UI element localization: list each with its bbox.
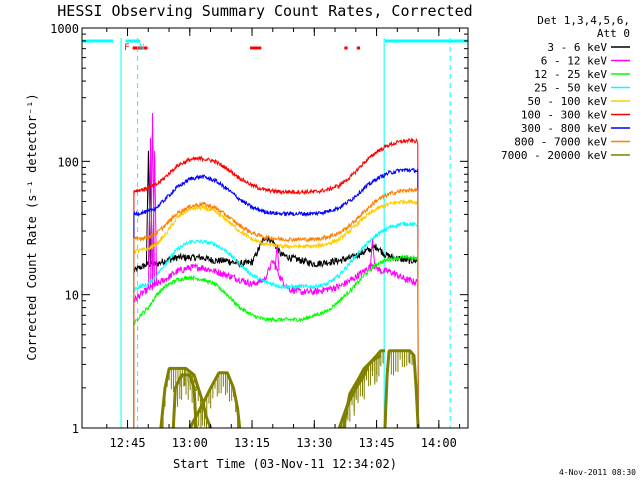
x-tick-label-1: 13:00 xyxy=(172,436,208,450)
y-tick-label-1: 10 xyxy=(65,289,79,303)
legend-label-6: 300 - 800 keV xyxy=(521,122,607,135)
plot-border xyxy=(81,27,469,429)
flag-bar-1-0 xyxy=(132,46,148,50)
series-line-7 xyxy=(133,186,419,429)
flag-bar-1-2 xyxy=(344,46,348,50)
series-lines xyxy=(133,113,420,429)
x-axis-label: Start Time (03-Nov-11 12:34:02) xyxy=(173,457,397,471)
legend-label-5: 100 - 300 keV xyxy=(521,109,607,122)
series-line-6 xyxy=(133,167,419,429)
legend-label-4: 50 - 100 keV xyxy=(528,95,608,108)
flag-bar-0-2 xyxy=(384,39,468,43)
y-tick-label-0: 1 xyxy=(72,422,79,436)
legend-label-2: 12 - 25 keV xyxy=(534,68,607,81)
y-tick-label-3: 1000 xyxy=(50,22,79,36)
x-axis-ticks: 12:45 13:00 13:15 13:30 13:45 14:00 xyxy=(106,28,461,450)
plot-background xyxy=(82,28,468,428)
legend-label-7: 800 - 7000 keV xyxy=(514,136,607,149)
flag-bar-0-0 xyxy=(82,39,114,43)
plot-frame xyxy=(81,27,469,429)
legend-label-0: 3 - 6 keV xyxy=(547,41,607,54)
series-line-2 xyxy=(133,253,419,429)
series-line-3 xyxy=(133,221,419,429)
vertical-marker-lines xyxy=(120,38,451,428)
legend-label-1: 6 - 12 keV xyxy=(541,55,608,68)
x-tick-label-4: 13:45 xyxy=(359,436,395,450)
series-spike-1-2 xyxy=(152,150,158,286)
series-line-4 xyxy=(133,199,419,429)
series-segment-8-4 xyxy=(342,354,382,429)
flag-bar-1-3 xyxy=(356,46,361,50)
annotation-1: N xyxy=(139,43,144,53)
y-tick-label-2: 100 xyxy=(57,155,79,169)
annotation-0: F xyxy=(124,43,129,53)
y-axis-ticks: 1 10 100 1000 xyxy=(50,22,468,436)
x-tick-label-2: 13:15 xyxy=(234,436,270,450)
timestamp: 4-Nov-2011 08:30 xyxy=(559,468,636,477)
y-axis-label: Corrected Count Rate (s⁻¹ detector⁻¹) xyxy=(25,93,39,360)
legend-label-3: 25 - 50 keV xyxy=(534,82,607,95)
series-segment-8-0 xyxy=(159,366,213,429)
series-line-5 xyxy=(133,137,419,429)
flag-bars xyxy=(82,39,468,50)
legend-label-8: 7000 - 20000 keV xyxy=(501,149,607,162)
legend-header-line-2: Att 0 xyxy=(597,27,630,40)
legend-header-line-1: Det 1,3,4,5,6, xyxy=(537,14,630,27)
plot-area xyxy=(82,28,468,428)
chart-title: HESSI Observing Summary Count Rates, Cor… xyxy=(57,2,472,20)
x-tick-label-5: 14:00 xyxy=(421,436,457,450)
series-line-0 xyxy=(133,236,419,429)
flag-bar-1-1 xyxy=(250,46,262,50)
flag-bar-0-1 xyxy=(125,39,141,43)
x-tick-label-0: 12:45 xyxy=(109,436,145,450)
x-tick-label-3: 13:30 xyxy=(296,436,332,450)
